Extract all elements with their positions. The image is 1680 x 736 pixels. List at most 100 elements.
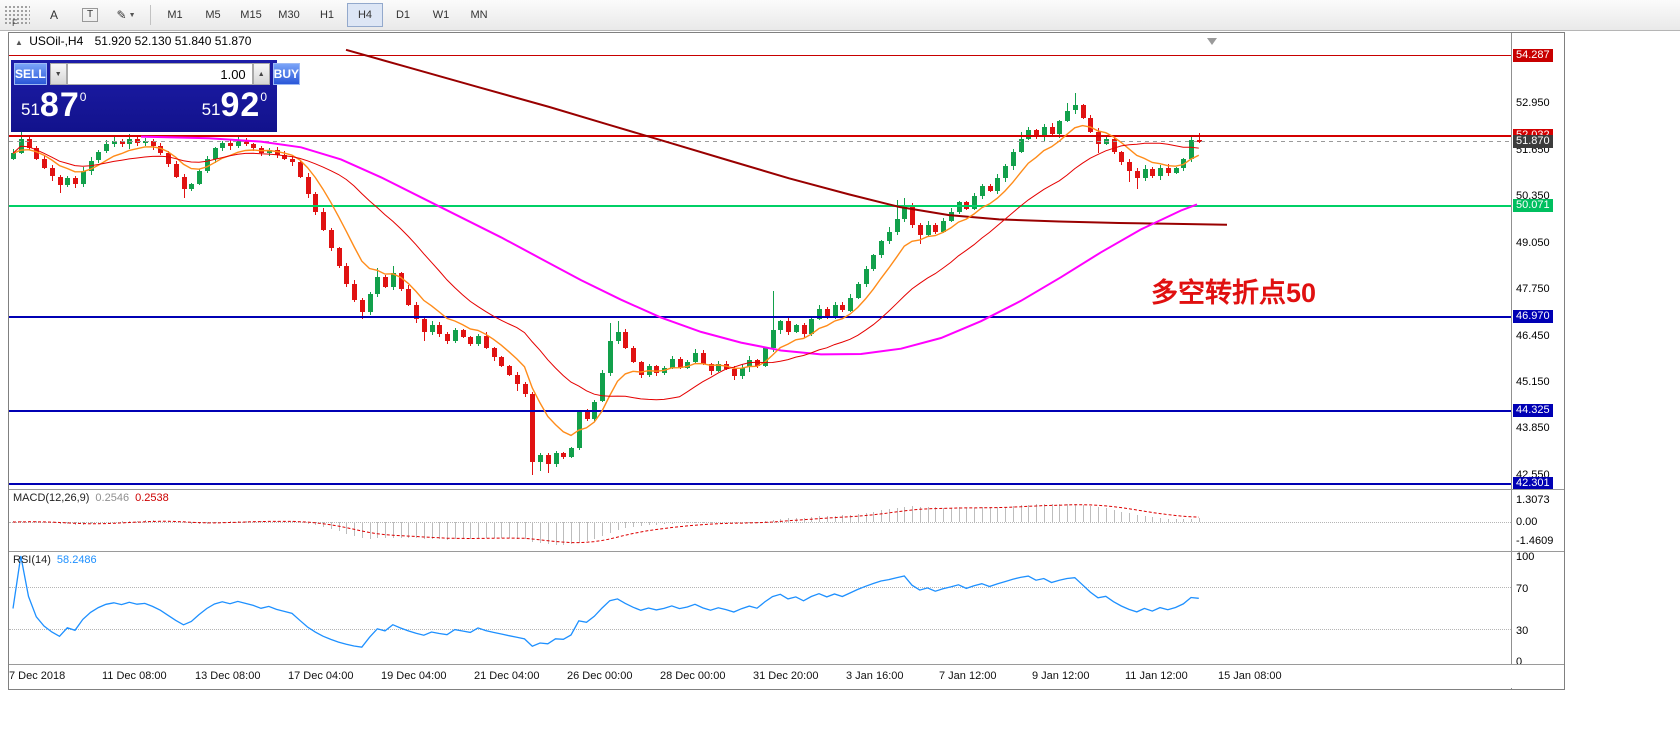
candle <box>824 308 830 316</box>
timeframe-button-m30[interactable]: M30 <box>278 9 300 21</box>
buy-button[interactable]: BUY <box>272 63 301 85</box>
volume-increase-button[interactable]: ▲ <box>252 63 270 85</box>
candle <box>251 144 257 148</box>
price-tick-label: 43.850 <box>1516 422 1550 435</box>
candle <box>73 178 78 184</box>
candle <box>1096 131 1101 145</box>
time-axis[interactable]: 7 Dec 2018 11 Dec 08:00 13 Dec 08:00 17 Dec… <box>9 665 1564 688</box>
rsi-axis-label: 0 <box>1516 656 1523 668</box>
time-axis-label: 19 Dec 04:00 <box>381 670 447 682</box>
candle <box>1189 140 1194 159</box>
candle <box>514 374 520 384</box>
timeframe-button-h1[interactable]: H1 <box>319 9 335 21</box>
candle <box>770 330 776 348</box>
panel-divider[interactable] <box>9 664 1564 665</box>
candle <box>328 230 334 248</box>
candle <box>561 453 567 457</box>
macd-axis-label: 1.3073 <box>1516 494 1550 506</box>
rsi-level-30-line <box>9 629 1511 630</box>
candle <box>832 305 838 316</box>
candle <box>80 171 86 184</box>
text-tool[interactable]: T <box>72 3 108 27</box>
candle <box>336 248 342 266</box>
time-axis-label: 17 Dec 04:00 <box>288 670 354 682</box>
candle <box>104 144 109 152</box>
macd-panel[interactable]: MACD(12,26,9) 0.2546 0.2538 <box>9 490 1511 551</box>
collapse-arrow-icon[interactable]: ▲ <box>15 38 23 47</box>
draw-tool[interactable]: ✎ ▼ <box>108 3 144 27</box>
timeframe-button-mn[interactable]: MN <box>470 9 488 21</box>
volume-stepper: ▼ ▲ <box>49 63 270 85</box>
candle <box>948 212 954 222</box>
candle <box>747 360 753 368</box>
macd-axis-label: -1.4609 <box>1516 535 1554 547</box>
horizontal-line-42.301[interactable] <box>9 482 1511 485</box>
candle <box>646 365 652 375</box>
candle <box>1150 169 1156 177</box>
time-axis-label: 7 Jan 12:00 <box>939 670 997 682</box>
candle <box>941 221 946 232</box>
timeframe-button-w1[interactable]: W1 <box>432 9 450 21</box>
candle <box>708 364 714 372</box>
toolbar-f-label: F <box>12 18 18 28</box>
candle <box>1065 110 1070 122</box>
candle <box>460 330 466 338</box>
rsi-panel[interactable]: RSI(14) 58.2486 <box>9 552 1511 664</box>
candle <box>1158 167 1163 177</box>
panel-divider[interactable] <box>9 551 1564 552</box>
candle <box>166 153 171 164</box>
horizontal-line-54.287[interactable] <box>9 55 1511 57</box>
candle <box>313 194 319 213</box>
ask-price[interactable]: 51 92 0 <box>201 86 267 124</box>
horizontal-line-44.325[interactable] <box>9 410 1511 413</box>
candle <box>96 151 102 161</box>
volume-decrease-button[interactable]: ▼ <box>49 63 67 85</box>
price-tick-label: 47.750 <box>1516 283 1550 295</box>
timeframe-button-m1[interactable]: M1 <box>167 9 183 21</box>
price-line-label: 50.071 <box>1513 199 1553 213</box>
candle <box>879 240 884 256</box>
candle <box>1049 126 1055 134</box>
price-axis[interactable]: 54.28752.03251.87050.07146.97044.32542.3… <box>1511 33 1564 689</box>
candle <box>1003 165 1008 179</box>
toolbar-grip-icon[interactable] <box>4 5 30 25</box>
candle <box>809 319 815 334</box>
candle <box>499 356 505 366</box>
candle <box>259 148 264 154</box>
candle <box>662 367 667 373</box>
candle <box>538 455 543 463</box>
candle <box>677 358 683 368</box>
candle <box>42 158 47 168</box>
macd-zero-line <box>9 522 1511 523</box>
candle <box>406 289 412 306</box>
timeframe-button-m5[interactable]: M5 <box>205 9 221 21</box>
candle <box>266 149 272 154</box>
pencil-icon: ✎ <box>116 8 127 22</box>
candle <box>886 231 892 241</box>
time-axis-label: 3 Jan 16:00 <box>846 670 904 682</box>
candle <box>507 365 512 375</box>
timeframe-button-m15[interactable]: M15 <box>240 9 262 21</box>
panel-divider[interactable] <box>9 489 1564 490</box>
timeframe-button-d1[interactable]: D1 <box>395 9 411 21</box>
candle <box>491 348 497 357</box>
timeframe-button-h4[interactable]: H4 <box>347 3 383 27</box>
candle <box>685 362 691 368</box>
candle <box>390 273 396 288</box>
rsi-axis-label: 30 <box>1516 624 1529 637</box>
bid-price[interactable]: 51 87 0 <box>21 86 87 124</box>
candle <box>700 353 706 364</box>
candle <box>755 360 760 366</box>
chart-shift-marker-icon[interactable] <box>1207 38 1217 45</box>
candle <box>925 224 931 236</box>
sell-button[interactable]: SELL <box>14 63 47 85</box>
annotate-letter-tool[interactable]: A <box>49 8 58 22</box>
candle <box>600 372 605 402</box>
horizontal-line-51.870[interactable] <box>9 141 1511 143</box>
horizontal-line-46.970[interactable] <box>9 315 1511 318</box>
candle <box>1010 151 1016 166</box>
horizontal-line-52.032[interactable] <box>9 135 1511 138</box>
candle <box>933 224 939 232</box>
horizontal-line-50.071[interactable] <box>9 205 1511 208</box>
volume-input[interactable] <box>66 63 253 85</box>
